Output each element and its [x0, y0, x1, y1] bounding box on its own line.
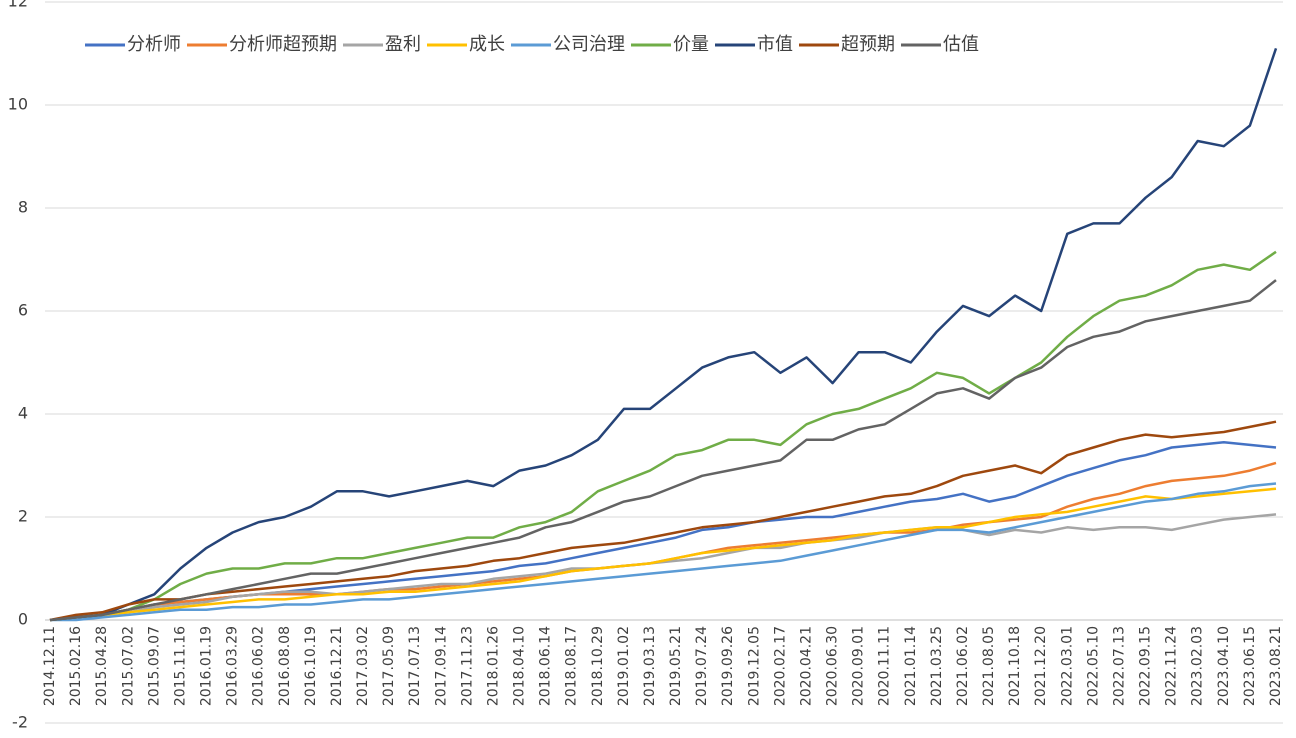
x-tick-label: 2015.02.16 — [68, 626, 84, 706]
x-tick-label: 2015.07.02 — [120, 626, 136, 706]
x-tick-label: 2017.09.14 — [433, 626, 449, 706]
x-tick-label: 2020.06.30 — [825, 626, 841, 706]
x-tick-label: 2020.02.17 — [772, 626, 788, 706]
x-tick-label: 2019.09.26 — [720, 626, 736, 706]
y-tick-label: 10 — [8, 95, 28, 114]
x-tick-label: 2016.08.08 — [277, 626, 293, 706]
x-tick-label: 2023.02.03 — [1190, 626, 1206, 706]
y-tick-label: 4 — [18, 404, 28, 423]
legend-label: 超预期 — [841, 34, 895, 55]
legend-label: 分析师超预期 — [229, 34, 337, 55]
x-tick-label: 2019.12.05 — [746, 626, 762, 706]
x-tick-label: 2021.08.05 — [981, 626, 997, 706]
x-tick-label: 2017.05.09 — [381, 626, 397, 706]
x-tick-label: 2017.07.13 — [407, 626, 423, 706]
x-tick-label: 2016.03.29 — [225, 626, 241, 706]
x-tick-label: 2021.03.25 — [929, 626, 945, 706]
x-tick-label: 2021.06.02 — [955, 626, 971, 706]
x-tick-label: 2020.11.11 — [877, 626, 893, 706]
x-tick-label: 2021.12.20 — [1033, 626, 1049, 706]
y-tick-label: 12 — [8, 0, 28, 11]
x-tick-label: 2015.04.28 — [94, 626, 110, 706]
series-line — [49, 420, 1277, 622]
x-tick-label: 2018.10.29 — [590, 626, 606, 706]
legend-label: 盈利 — [385, 34, 421, 55]
series-line — [49, 47, 1278, 622]
legend-label: 公司治理 — [553, 34, 625, 55]
series-line — [49, 513, 1277, 622]
x-tick-label: 2022.11.24 — [1164, 626, 1180, 706]
y-tick-label: 2 — [18, 507, 28, 526]
series-line — [49, 279, 1277, 622]
legend-label: 估值 — [943, 34, 979, 55]
legend-label: 价量 — [673, 34, 709, 55]
x-tick-label: 2022.03.01 — [1059, 626, 1075, 706]
y-tick-label: 6 — [18, 301, 28, 320]
x-tick-label: 2018.04.10 — [512, 626, 528, 706]
x-tick-label: 2017.03.02 — [355, 626, 371, 706]
x-tick-label: 2016.10.19 — [303, 626, 319, 706]
x-tick-label: 2015.11.16 — [172, 626, 188, 706]
x-tick-label: 2018.08.17 — [564, 626, 580, 706]
x-tick-label: 2016.01.19 — [199, 626, 215, 706]
x-tick-label: 2019.07.24 — [694, 626, 710, 706]
legend-label: 分析师 — [127, 34, 181, 55]
series-line — [49, 250, 1277, 622]
legend-label: 市值 — [757, 34, 793, 55]
y-tick-label: 0 — [18, 610, 28, 629]
x-tick-label: 2021.10.18 — [1007, 626, 1023, 706]
x-tick-label: 2020.04.21 — [798, 626, 814, 706]
y-tick-label: -2 — [12, 713, 28, 732]
x-tick-label: 2014.12.11 — [42, 626, 58, 706]
x-tick-label: 2023.08.21 — [1268, 626, 1284, 706]
x-tick-label: 2020.09.01 — [851, 626, 867, 706]
x-tick-label: 2023.06.15 — [1242, 626, 1258, 706]
x-tick-label: 2016.06.02 — [251, 626, 267, 706]
series-line — [50, 482, 1277, 622]
x-tick-label: 2019.03.13 — [642, 626, 658, 706]
y-tick-label: 8 — [18, 198, 28, 217]
x-tick-label: 2021.01.14 — [903, 626, 919, 706]
x-tick-label: 2023.04.10 — [1216, 626, 1232, 706]
x-tick-label: 2022.07.13 — [1111, 626, 1127, 706]
x-tick-label: 2015.09.07 — [146, 626, 162, 706]
x-tick-label: 2019.01.02 — [616, 626, 632, 706]
x-tick-label: 2022.05.10 — [1085, 626, 1101, 706]
x-tick-label: 2022.09.15 — [1138, 626, 1154, 706]
x-tick-label: 2017.11.23 — [459, 626, 475, 706]
x-tick-label: 2018.01.26 — [485, 626, 501, 706]
series-line — [49, 487, 1277, 622]
x-tick-label: 2019.05.21 — [668, 626, 684, 706]
x-tick-label: 2018.06.14 — [538, 626, 554, 706]
legend-label: 成长 — [469, 34, 505, 55]
x-tick-label: 2016.12.21 — [329, 626, 345, 706]
